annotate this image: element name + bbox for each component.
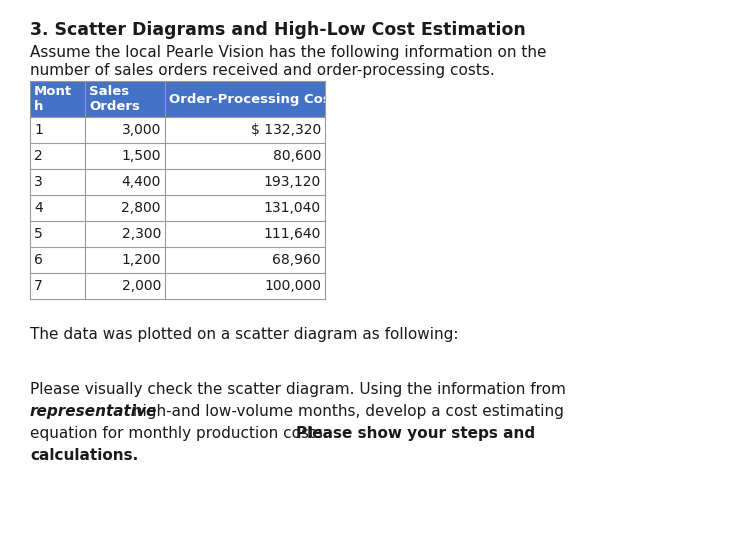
Text: 3. Scatter Diagrams and High-Low Cost Estimation: 3. Scatter Diagrams and High-Low Cost Es… [30, 21, 526, 39]
Text: 2,000: 2,000 [122, 279, 161, 293]
Text: 193,120: 193,120 [264, 175, 321, 189]
Bar [30, 221, 325, 247]
Text: 80,600: 80,600 [273, 149, 321, 163]
Bar [30, 169, 325, 195]
Text: 4,400: 4,400 [122, 175, 161, 189]
Text: 3: 3 [34, 175, 43, 189]
Text: Order-Processing Costs: Order-Processing Costs [169, 93, 345, 105]
Text: equation for monthly production costs.: equation for monthly production costs. [30, 426, 333, 441]
Text: representative: representative [30, 404, 158, 419]
Text: Assume the local Pearle Vision has the following information on the: Assume the local Pearle Vision has the f… [30, 45, 547, 60]
Text: 1: 1 [34, 123, 43, 137]
Bar [30, 81, 325, 117]
Text: 5: 5 [34, 227, 43, 241]
Bar [30, 247, 325, 273]
Text: 4: 4 [34, 201, 43, 215]
Text: Mont
h: Mont h [34, 85, 72, 113]
Text: 3,000: 3,000 [122, 123, 161, 137]
Bar [30, 143, 325, 169]
Text: 2: 2 [34, 149, 43, 163]
Text: $ 132,320: $ 132,320 [251, 123, 321, 137]
Text: Please visually check the scatter diagram. Using the information from: Please visually check the scatter diagra… [30, 382, 566, 397]
Bar [30, 273, 325, 299]
Text: number of sales orders received and order-processing costs.: number of sales orders received and orde… [30, 63, 495, 78]
Text: 131,040: 131,040 [264, 201, 321, 215]
Text: The data was plotted on a scatter diagram as following:: The data was plotted on a scatter diagra… [30, 327, 458, 342]
Text: 1,500: 1,500 [122, 149, 161, 163]
Text: Sales
Orders: Sales Orders [89, 85, 140, 113]
Text: 100,000: 100,000 [264, 279, 321, 293]
Text: 2,800: 2,800 [122, 201, 161, 215]
Text: 111,640: 111,640 [264, 227, 321, 241]
Bar [30, 195, 325, 221]
Text: 6: 6 [34, 253, 43, 267]
Text: 7: 7 [34, 279, 43, 293]
Text: Please show your steps and: Please show your steps and [296, 426, 536, 441]
Text: 2,300: 2,300 [122, 227, 161, 241]
Text: 1,200: 1,200 [122, 253, 161, 267]
Text: calculations.: calculations. [30, 448, 138, 463]
Bar [30, 117, 325, 143]
Text: high-and low-volume months, develop a cost estimating: high-and low-volume months, develop a co… [128, 404, 564, 419]
Text: 68,960: 68,960 [272, 253, 321, 267]
